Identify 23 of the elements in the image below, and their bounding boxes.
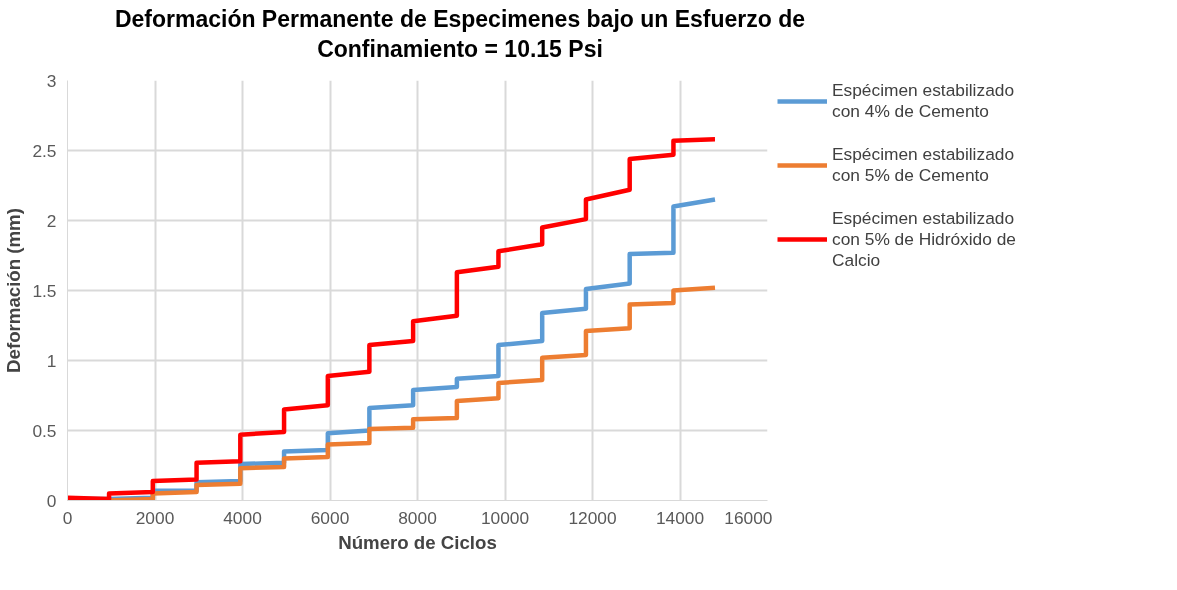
y-tick-label: 1 [46,350,57,371]
x-tick-label: 16000 [724,507,773,528]
y-tick-label: 0.5 [32,420,57,441]
x-tick-label: 10000 [480,507,530,528]
x-tick-label: 8000 [398,507,437,528]
y-tick-label: 1.5 [32,280,57,301]
y-tick-label: 3 [46,70,57,91]
x-tick-label: 14000 [655,507,705,528]
x-tick-label: 6000 [310,507,350,528]
legend-label: Espécimen estabilizado con 4% de Cemento [832,79,1015,122]
chart-title: Deformación Permanente de Especimenes bajo un Esfuerzo de Confinamiento = 10.15 Psi [113,5,807,64]
x-tick-label: 12000 [568,507,617,528]
x-axis-title: Número de Ciclos [338,531,497,553]
y-tick-label: 2.5 [32,140,57,161]
y-axis-title: Deformación (mm) [3,207,25,373]
y-tick-label: 0 [46,490,57,511]
y-tick-label: 2 [46,210,57,231]
x-tick-label: 2000 [135,507,175,528]
x-tick-label: 0 [62,507,73,528]
legend-label: Espécimen estabilizado con 5% de Cemento [832,143,1015,186]
legend-label: Espécimen estabilizado con 5% de Hidróxido de Calcio [832,207,1016,271]
x-tick-label: 4000 [223,507,262,528]
line-series [67,136,718,501]
